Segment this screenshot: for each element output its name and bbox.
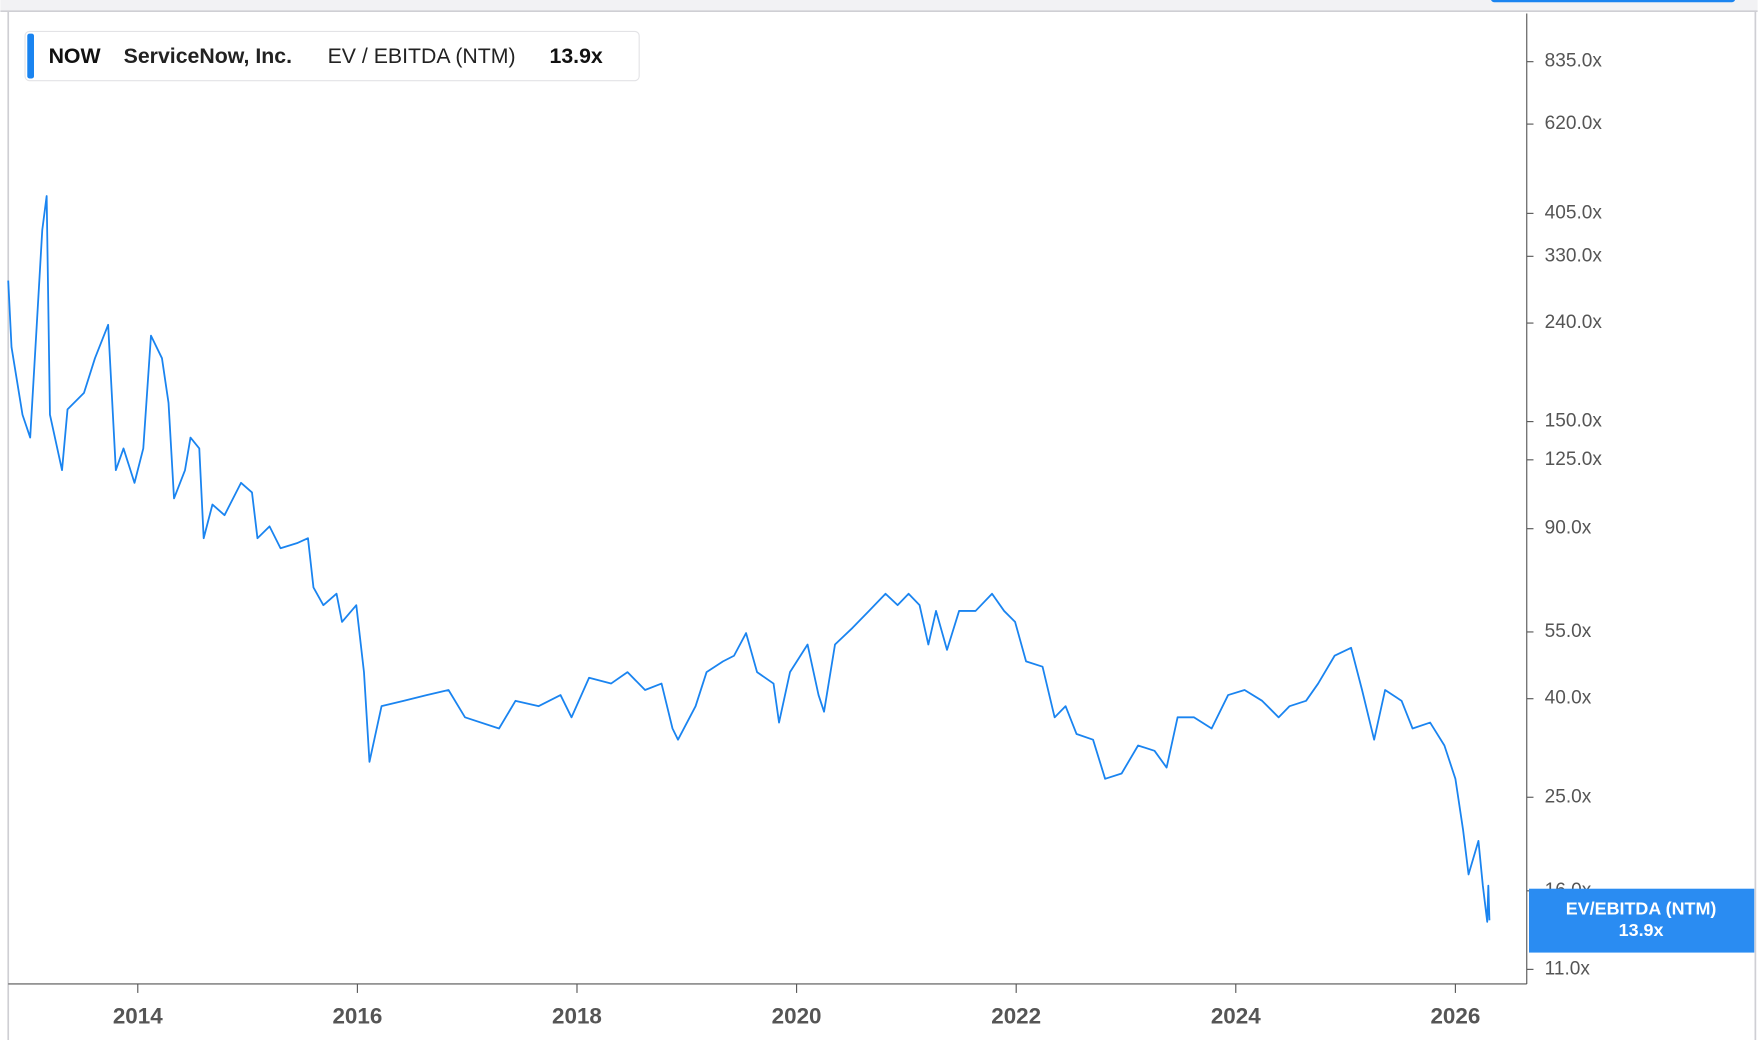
series-line — [7, 195, 1491, 923]
y-tick-label: 25.0x — [1545, 786, 1592, 807]
x-tick-label: 2020 — [772, 1004, 822, 1029]
badge-value: 13.9x — [1619, 920, 1664, 940]
plot-area: 835.0x 620.0x 405.0x 330.0x 240.0x 150.0x 125.… — [7, 51, 1603, 1029]
x-tick-label: 2022 — [991, 1004, 1041, 1029]
x-tick-label: 2016 — [332, 1004, 382, 1029]
badge-box — [1529, 888, 1755, 953]
badge-label: EV/EBITDA (NTM) — [1566, 899, 1717, 919]
y-tick-label: 11.0x — [1545, 958, 1591, 979]
y-tick-label: 330.0x — [1545, 245, 1603, 266]
header-box — [24, 30, 640, 82]
toolbar-button[interactable] — [1491, 0, 1736, 3]
x-tick-label: 2026 — [1430, 1004, 1480, 1029]
y-tick-label: 40.0x — [1545, 688, 1592, 709]
y-tick-label: 835.0x — [1545, 51, 1603, 72]
ticker: NOW — [49, 44, 102, 68]
x-tick-label: 2014 — [113, 1004, 163, 1029]
legend-header: NOW ServiceNow, Inc. EV / EBITDA (NTM) 1… — [24, 30, 640, 82]
value-badge: EV/EBITDA (NTM) 13.9x — [1529, 888, 1755, 953]
y-tick-label: 90.0x — [1545, 518, 1592, 539]
company: ServiceNow, Inc. — [124, 44, 292, 68]
y-tick-label: 405.0x — [1545, 202, 1603, 223]
header-color-bar — [27, 33, 34, 79]
current-value: 13.9x — [550, 44, 603, 68]
y-tick-label: 240.0x — [1545, 312, 1603, 333]
top-bar — [0, 0, 1758, 12]
metric: EV / EBITDA (NTM) — [328, 44, 516, 68]
y-tick-label: 125.0x — [1545, 449, 1603, 470]
y-tick-label: 55.0x — [1545, 621, 1592, 642]
y-tick-label: 150.0x — [1545, 411, 1603, 432]
y-tick-label: 620.0x — [1545, 113, 1603, 134]
x-tick-label: 2018 — [552, 1004, 602, 1029]
x-tick-label: 2024 — [1211, 1004, 1261, 1029]
